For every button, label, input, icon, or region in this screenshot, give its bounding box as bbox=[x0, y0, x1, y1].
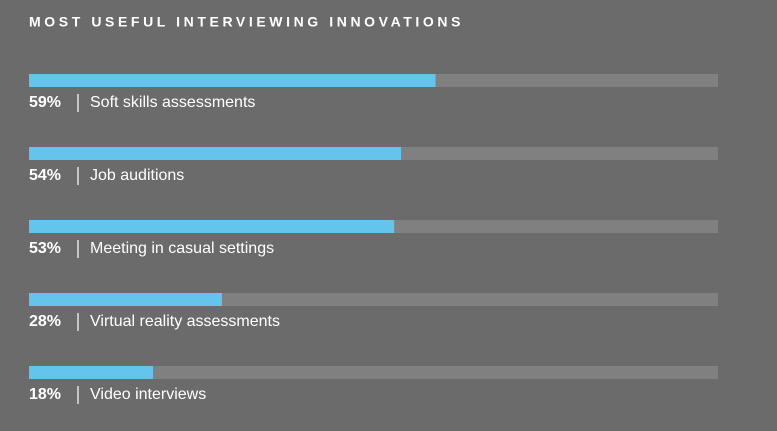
bar bbox=[29, 220, 395, 233]
category-label: Video interviews bbox=[90, 386, 206, 403]
value-label: 28% bbox=[29, 313, 61, 330]
bar bbox=[29, 293, 222, 306]
value-label: 54% bbox=[29, 167, 61, 184]
value-label: 53% bbox=[29, 240, 61, 257]
category-label: Soft skills assessments bbox=[90, 94, 255, 111]
value-label: 18% bbox=[29, 386, 61, 403]
bar bbox=[29, 366, 154, 379]
bar-track bbox=[29, 366, 718, 379]
value-label: 59% bbox=[29, 94, 61, 111]
chart-title: MOST USEFUL INTERVIEWING INNOVATIONS bbox=[29, 14, 464, 30]
category-label: Meeting in casual settings bbox=[90, 240, 274, 257]
bar bbox=[29, 147, 402, 160]
bar bbox=[29, 74, 436, 87]
category-label: Virtual reality assessments bbox=[90, 313, 280, 330]
category-label: Job auditions bbox=[90, 167, 184, 184]
